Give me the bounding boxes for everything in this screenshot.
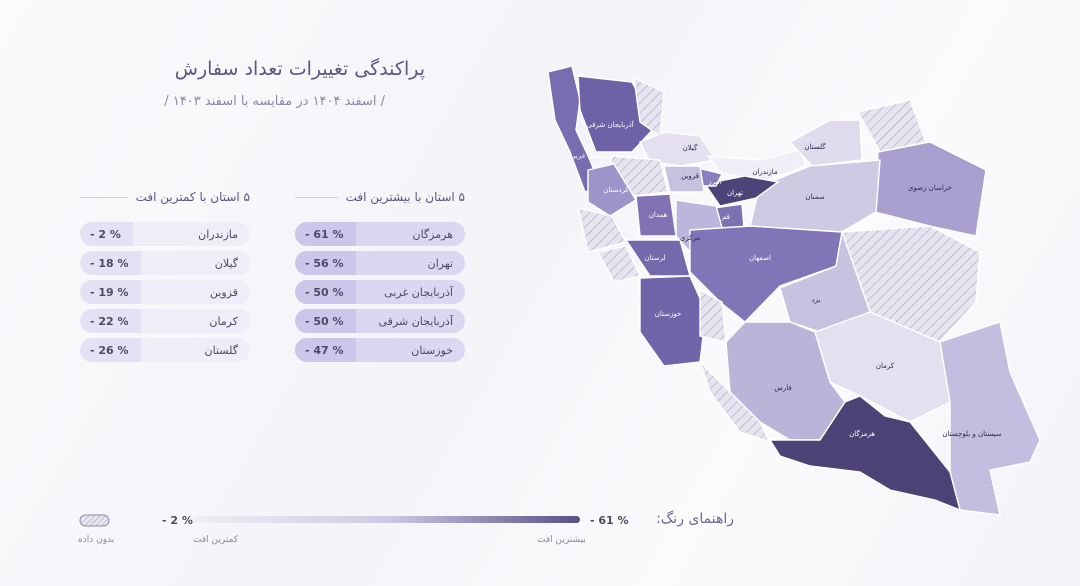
province-label: مرکزی: [680, 234, 701, 242]
change-value: - 61 %: [295, 222, 356, 246]
province-label: البرز: [707, 178, 721, 186]
no-data-swatch: [79, 514, 110, 527]
title: پراکندگی تغییرات تعداد سفارش: [174, 58, 425, 80]
province-shape: [703, 175, 780, 207]
change-value: - 26 %: [80, 338, 141, 362]
province-label: قم: [722, 213, 730, 221]
row-pill: تهران - 56 %: [295, 251, 465, 275]
least-list: ۵ استان با کمترین افت مازندران - 2 % گیلان…: [80, 190, 250, 367]
province-name: کرمان: [209, 314, 238, 328]
change-value: - 50 %: [295, 309, 356, 333]
province-label: یزد: [812, 296, 821, 304]
province-name: مازندران: [198, 227, 238, 241]
subtitle: / اسفند ۱۴۰۴ در مقایسه با اسفند ۱۴۰۳ /: [164, 94, 385, 109]
row-pill: خوزستان - 47 %: [295, 338, 465, 362]
province-shape: [939, 321, 1041, 516]
legend-title: راهنمای رنگ:: [656, 511, 734, 527]
rows: مازندران - 2 % گیلان - 18 % قزوین - 19 % کرمان…: [80, 222, 250, 362]
province-shape: [814, 311, 951, 423]
province-label: کرمان: [876, 362, 895, 370]
province-label: لرستان: [644, 254, 665, 262]
rule: [295, 196, 338, 198]
province-name: تهران: [427, 256, 453, 270]
province-shape: [856, 99, 927, 153]
province-shape: [699, 361, 772, 444]
province-label: سیستان و بلوچستان: [942, 430, 1001, 438]
province-label: گلستان: [804, 142, 826, 151]
province-name: قزوین: [209, 285, 238, 299]
province-shape: [596, 245, 642, 283]
province-shape: [587, 163, 637, 217]
province-label: تهران: [727, 189, 743, 197]
change-value: - 2 %: [80, 222, 133, 246]
row-pill: گلستان - 26 %: [80, 338, 250, 362]
row-pill: گیلان - 18 %: [80, 251, 250, 275]
legend-min: - 2 %: [162, 514, 193, 527]
province-name: آذربایجان شرقی: [378, 314, 453, 328]
province-shape: [689, 225, 843, 323]
change-value: - 22 %: [80, 309, 141, 333]
province-shape: [639, 275, 707, 367]
row-pill: آذربایجان غربی - 50 %: [295, 280, 465, 304]
province-label: آذربایجان شرقی: [586, 120, 634, 129]
change-value: - 56 %: [295, 251, 356, 275]
province-shape: [768, 395, 962, 512]
rows: هرمزگان - 61 % تهران - 56 % آذربایجان غربی - …: [295, 222, 465, 362]
province-label: مازندران: [752, 168, 778, 176]
legend-min-label: کمترین افت: [193, 535, 239, 545]
legend-max-label: بیشترین افت: [537, 535, 586, 545]
legend-max: - 61 %: [590, 514, 629, 527]
province-label: خراسان رضوی: [908, 184, 952, 192]
province-label: خوزستان: [655, 310, 682, 318]
list-heading: ۵ استان با بیشترین افت: [345, 190, 465, 204]
province-name: هرمزگان: [412, 227, 454, 241]
province-shape: [577, 207, 628, 253]
change-value: - 47 %: [295, 338, 356, 362]
province-name: گیلان: [214, 256, 238, 270]
list-heading-row: ۵ استان با کمترین افت: [80, 190, 250, 204]
rule: [80, 196, 128, 198]
province-label: قزوین: [681, 172, 699, 180]
province-shape: [663, 165, 705, 193]
province-label: گیلان: [683, 143, 698, 152]
no-data-label: بدون داده: [78, 535, 115, 545]
province-label: کردستان: [603, 186, 629, 194]
change-value: - 50 %: [295, 280, 356, 304]
province-shape: [706, 149, 807, 183]
province-name: آذربایجان غربی: [384, 285, 453, 299]
row-pill: آذربایجان شرقی - 50 %: [295, 309, 465, 333]
row-pill: کرمان - 22 %: [80, 309, 250, 333]
province-label: سمنان: [805, 193, 824, 201]
change-value: - 19 %: [80, 280, 141, 304]
province-name: گلستان: [204, 343, 238, 357]
province-label: فارس: [774, 384, 791, 392]
list-heading: ۵ استان با کمترین افت: [135, 190, 250, 204]
province-label: اصفهان: [749, 254, 771, 262]
province-label: هرمزگان: [849, 429, 875, 438]
province-label: همدان: [649, 211, 668, 219]
province-shape: [788, 119, 863, 167]
row-pill: هرمزگان - 61 %: [295, 222, 465, 246]
row-pill: قزوین - 19 %: [80, 280, 250, 304]
legend-gradient: [193, 516, 580, 523]
province-label: آذربایجان غربی: [570, 151, 615, 160]
list-heading-row: ۵ استان با بیشترین افت: [295, 190, 465, 204]
row-pill: مازندران - 2 %: [80, 222, 250, 246]
most-list: ۵ استان با بیشترین افت هرمزگان - 61 % تهرا…: [295, 190, 465, 367]
change-value: - 18 %: [80, 251, 141, 275]
map: آذربایجان شرقی آذربایجان غربی گیلان مازندرا…: [547, 65, 1041, 516]
province-name: خوزستان: [411, 343, 453, 357]
